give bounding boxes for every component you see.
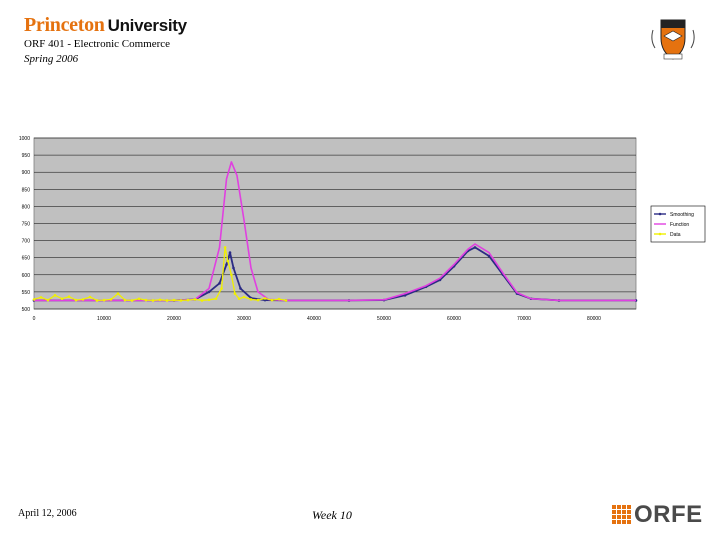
data-point-data — [88, 295, 92, 299]
y-tick-label: 950 — [22, 153, 31, 159]
data-point-data — [102, 298, 106, 302]
footer-week: Week 10 — [312, 508, 352, 522]
data-point-data — [116, 292, 120, 295]
x-tick-label: 10000 — [97, 316, 111, 322]
x-tick-label: 70000 — [517, 316, 531, 322]
x-tick-label: 0 — [33, 316, 36, 322]
series-line-function — [34, 161, 636, 302]
data-point-smoothing — [225, 263, 228, 266]
data-point-data — [277, 297, 281, 301]
data-point-data — [137, 297, 141, 301]
y-tick-label: 800 — [22, 204, 31, 210]
data-point-data — [186, 298, 190, 302]
x-tick-label: 60000 — [447, 316, 461, 322]
data-point-data — [242, 295, 246, 299]
data-point-data — [223, 246, 227, 249]
data-point-data — [249, 298, 253, 301]
data-point-data — [263, 297, 267, 300]
data-point-data — [179, 299, 183, 302]
data-point-smoothing — [487, 254, 491, 258]
data-point-data — [226, 259, 230, 263]
data-point-data — [74, 298, 78, 302]
y-tick-label: 850 — [22, 187, 31, 193]
data-point-data — [172, 298, 176, 302]
chart-area: 500 550 600 650 700 750 800 850 900 950 1000 0 10000… — [0, 130, 720, 330]
data-point-smoothing — [228, 251, 232, 254]
data-point-data — [81, 298, 85, 301]
data-point-data — [230, 273, 233, 277]
institution-name-part1: Princeton — [24, 14, 105, 36]
y-tick-label: 700 — [22, 239, 31, 245]
data-point-data — [53, 294, 57, 297]
data-point-data — [284, 299, 288, 302]
data-point-smoothing — [207, 290, 211, 294]
data-point-data — [151, 299, 155, 302]
data-point-smoothing — [473, 246, 477, 249]
y-tick-label: 1000 — [19, 136, 30, 142]
x-tick-label: 80000 — [587, 316, 601, 322]
legend-label: Function — [670, 222, 689, 228]
course-title: ORF 401 - Electronic Commerce — [24, 38, 171, 50]
data-point-data — [233, 292, 237, 295]
y-tick-label: 550 — [22, 290, 31, 296]
legend-marker — [658, 232, 662, 236]
data-point-data — [123, 298, 127, 302]
data-point-smoothing — [239, 287, 242, 290]
data-point-data — [165, 299, 169, 302]
data-point-smoothing — [232, 266, 235, 270]
data-point-data — [67, 295, 71, 298]
y-tick-label: 650 — [22, 256, 31, 262]
institution-name-part2: University — [107, 16, 188, 35]
data-point-data — [220, 287, 223, 290]
term-label: Spring 2006 — [24, 53, 79, 65]
legend-marker — [658, 212, 662, 216]
data-point-data — [130, 299, 134, 302]
data-point-smoothing — [403, 294, 407, 297]
data-point-data — [39, 296, 43, 299]
x-tick-label: 40000 — [307, 316, 321, 322]
orfe-grid-icon — [612, 505, 631, 524]
data-point-data — [193, 298, 197, 301]
data-point-data — [32, 298, 36, 301]
y-tick-label: 500 — [22, 307, 31, 313]
data-point-data — [158, 298, 162, 302]
data-point-data — [144, 298, 148, 302]
footer-date: April 12, 2006 — [18, 508, 77, 519]
legend-label: Smoothing — [670, 212, 694, 218]
data-point-data — [207, 298, 211, 302]
y-tick-label: 600 — [22, 273, 31, 279]
data-point-data — [270, 298, 274, 302]
institution-title: Princeton University — [24, 14, 187, 37]
data-point-data — [256, 298, 260, 302]
legend-label: Data — [670, 232, 681, 238]
y-tick-label: 900 — [22, 170, 31, 176]
x-tick-label: 20000 — [167, 316, 181, 322]
x-tick-label: 50000 — [377, 316, 391, 322]
data-point-data — [200, 299, 204, 302]
princeton-shield-icon — [651, 19, 695, 60]
orfe-logo: ORFE — [612, 501, 708, 529]
data-point-data — [46, 298, 50, 302]
data-point-data — [95, 299, 99, 302]
data-point-data — [109, 298, 113, 301]
data-point-data — [237, 297, 241, 301]
data-point-smoothing — [218, 282, 221, 285]
series-line-data — [33, 246, 287, 302]
y-tick-label: 750 — [22, 222, 31, 228]
orfe-logo-text: ORFE — [634, 501, 703, 528]
x-tick-label: 30000 — [237, 316, 251, 322]
data-point-data — [60, 297, 64, 301]
data-point-data — [214, 297, 218, 301]
